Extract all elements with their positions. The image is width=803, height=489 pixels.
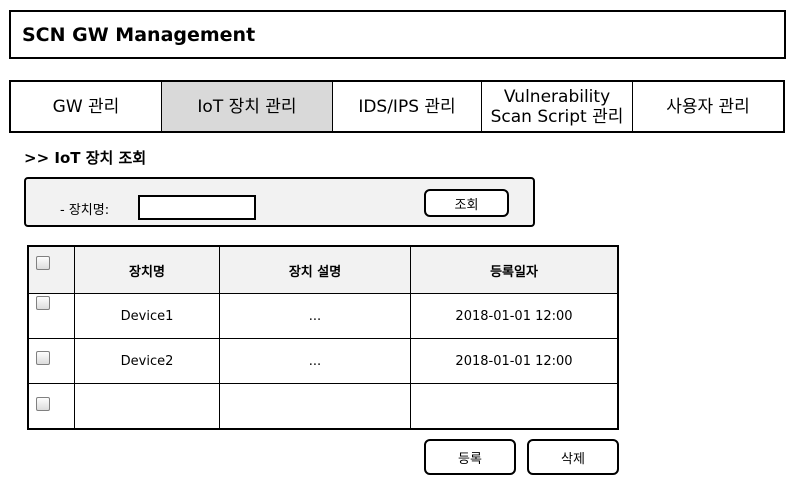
device-name-cell: Device1 <box>75 294 220 338</box>
device-description-cell: ... <box>220 294 411 338</box>
tab-gw-management[interactable]: GW 관리 <box>11 82 162 131</box>
column-header-device-description: 장치 설명 <box>220 247 411 293</box>
row-select-cell <box>29 294 75 338</box>
search-button[interactable]: 조회 <box>424 189 509 217</box>
section-title: >> IoT 장치 조회 <box>24 149 147 167</box>
device-name-input[interactable] <box>138 195 256 220</box>
table-header-row: 장치명 장치 설명 등록일자 <box>29 247 617 294</box>
device-description-cell <box>220 384 411 428</box>
table-row[interactable]: Device2 ... 2018-01-01 12:00 <box>29 339 617 384</box>
main-nav-tabs: GW 관리 IoT 장치 관리 IDS/IPS 관리 Vulnerability… <box>9 80 785 133</box>
app-title: SCN GW Management <box>22 23 256 46</box>
tab-iot-device-management[interactable]: IoT 장치 관리 <box>162 82 333 131</box>
device-name-label: - 장치명: <box>60 203 110 218</box>
tab-ids-ips-management[interactable]: IDS/IPS 관리 <box>333 82 482 131</box>
row-checkbox[interactable] <box>36 397 50 411</box>
row-checkbox[interactable] <box>36 351 50 365</box>
search-panel: - 장치명: 조회 <box>24 177 535 227</box>
row-select-cell <box>29 339 75 383</box>
tab-label: IDS/IPS 관리 <box>358 96 456 117</box>
select-all-checkbox[interactable] <box>36 256 50 270</box>
column-header-device-name: 장치명 <box>75 247 220 293</box>
device-description-cell: ... <box>220 339 411 383</box>
tab-label: Vulnerability Scan Script 관리 <box>490 86 624 127</box>
tab-label: IoT 장치 관리 <box>197 96 297 117</box>
delete-button[interactable]: 삭제 <box>527 439 619 475</box>
device-name-cell: Device2 <box>75 339 220 383</box>
table-row[interactable] <box>29 384 617 428</box>
device-table: 장치명 장치 설명 등록일자 Device1 ... 2018-01-01 12… <box>27 245 619 430</box>
column-header-registration-date: 등록일자 <box>490 264 538 280</box>
tab-user-management[interactable]: 사용자 관리 <box>633 82 783 131</box>
tab-label: 사용자 관리 <box>666 96 750 117</box>
table-row[interactable]: Device1 ... 2018-01-01 12:00 <box>29 294 617 339</box>
registration-date-cell <box>411 384 617 428</box>
registration-date-cell: 2018-01-01 12:00 <box>455 308 573 324</box>
registration-date-cell: 2018-01-01 12:00 <box>455 353 573 369</box>
register-button[interactable]: 등록 <box>424 439 516 475</box>
row-checkbox[interactable] <box>36 296 50 310</box>
select-all-cell <box>29 247 75 293</box>
app-title-bar: SCN GW Management <box>9 10 786 59</box>
device-name-cell <box>75 384 220 428</box>
row-select-cell <box>29 384 75 428</box>
tab-label: GW 관리 <box>52 96 120 117</box>
tab-vulnerability-scan-script[interactable]: Vulnerability Scan Script 관리 <box>482 82 633 131</box>
